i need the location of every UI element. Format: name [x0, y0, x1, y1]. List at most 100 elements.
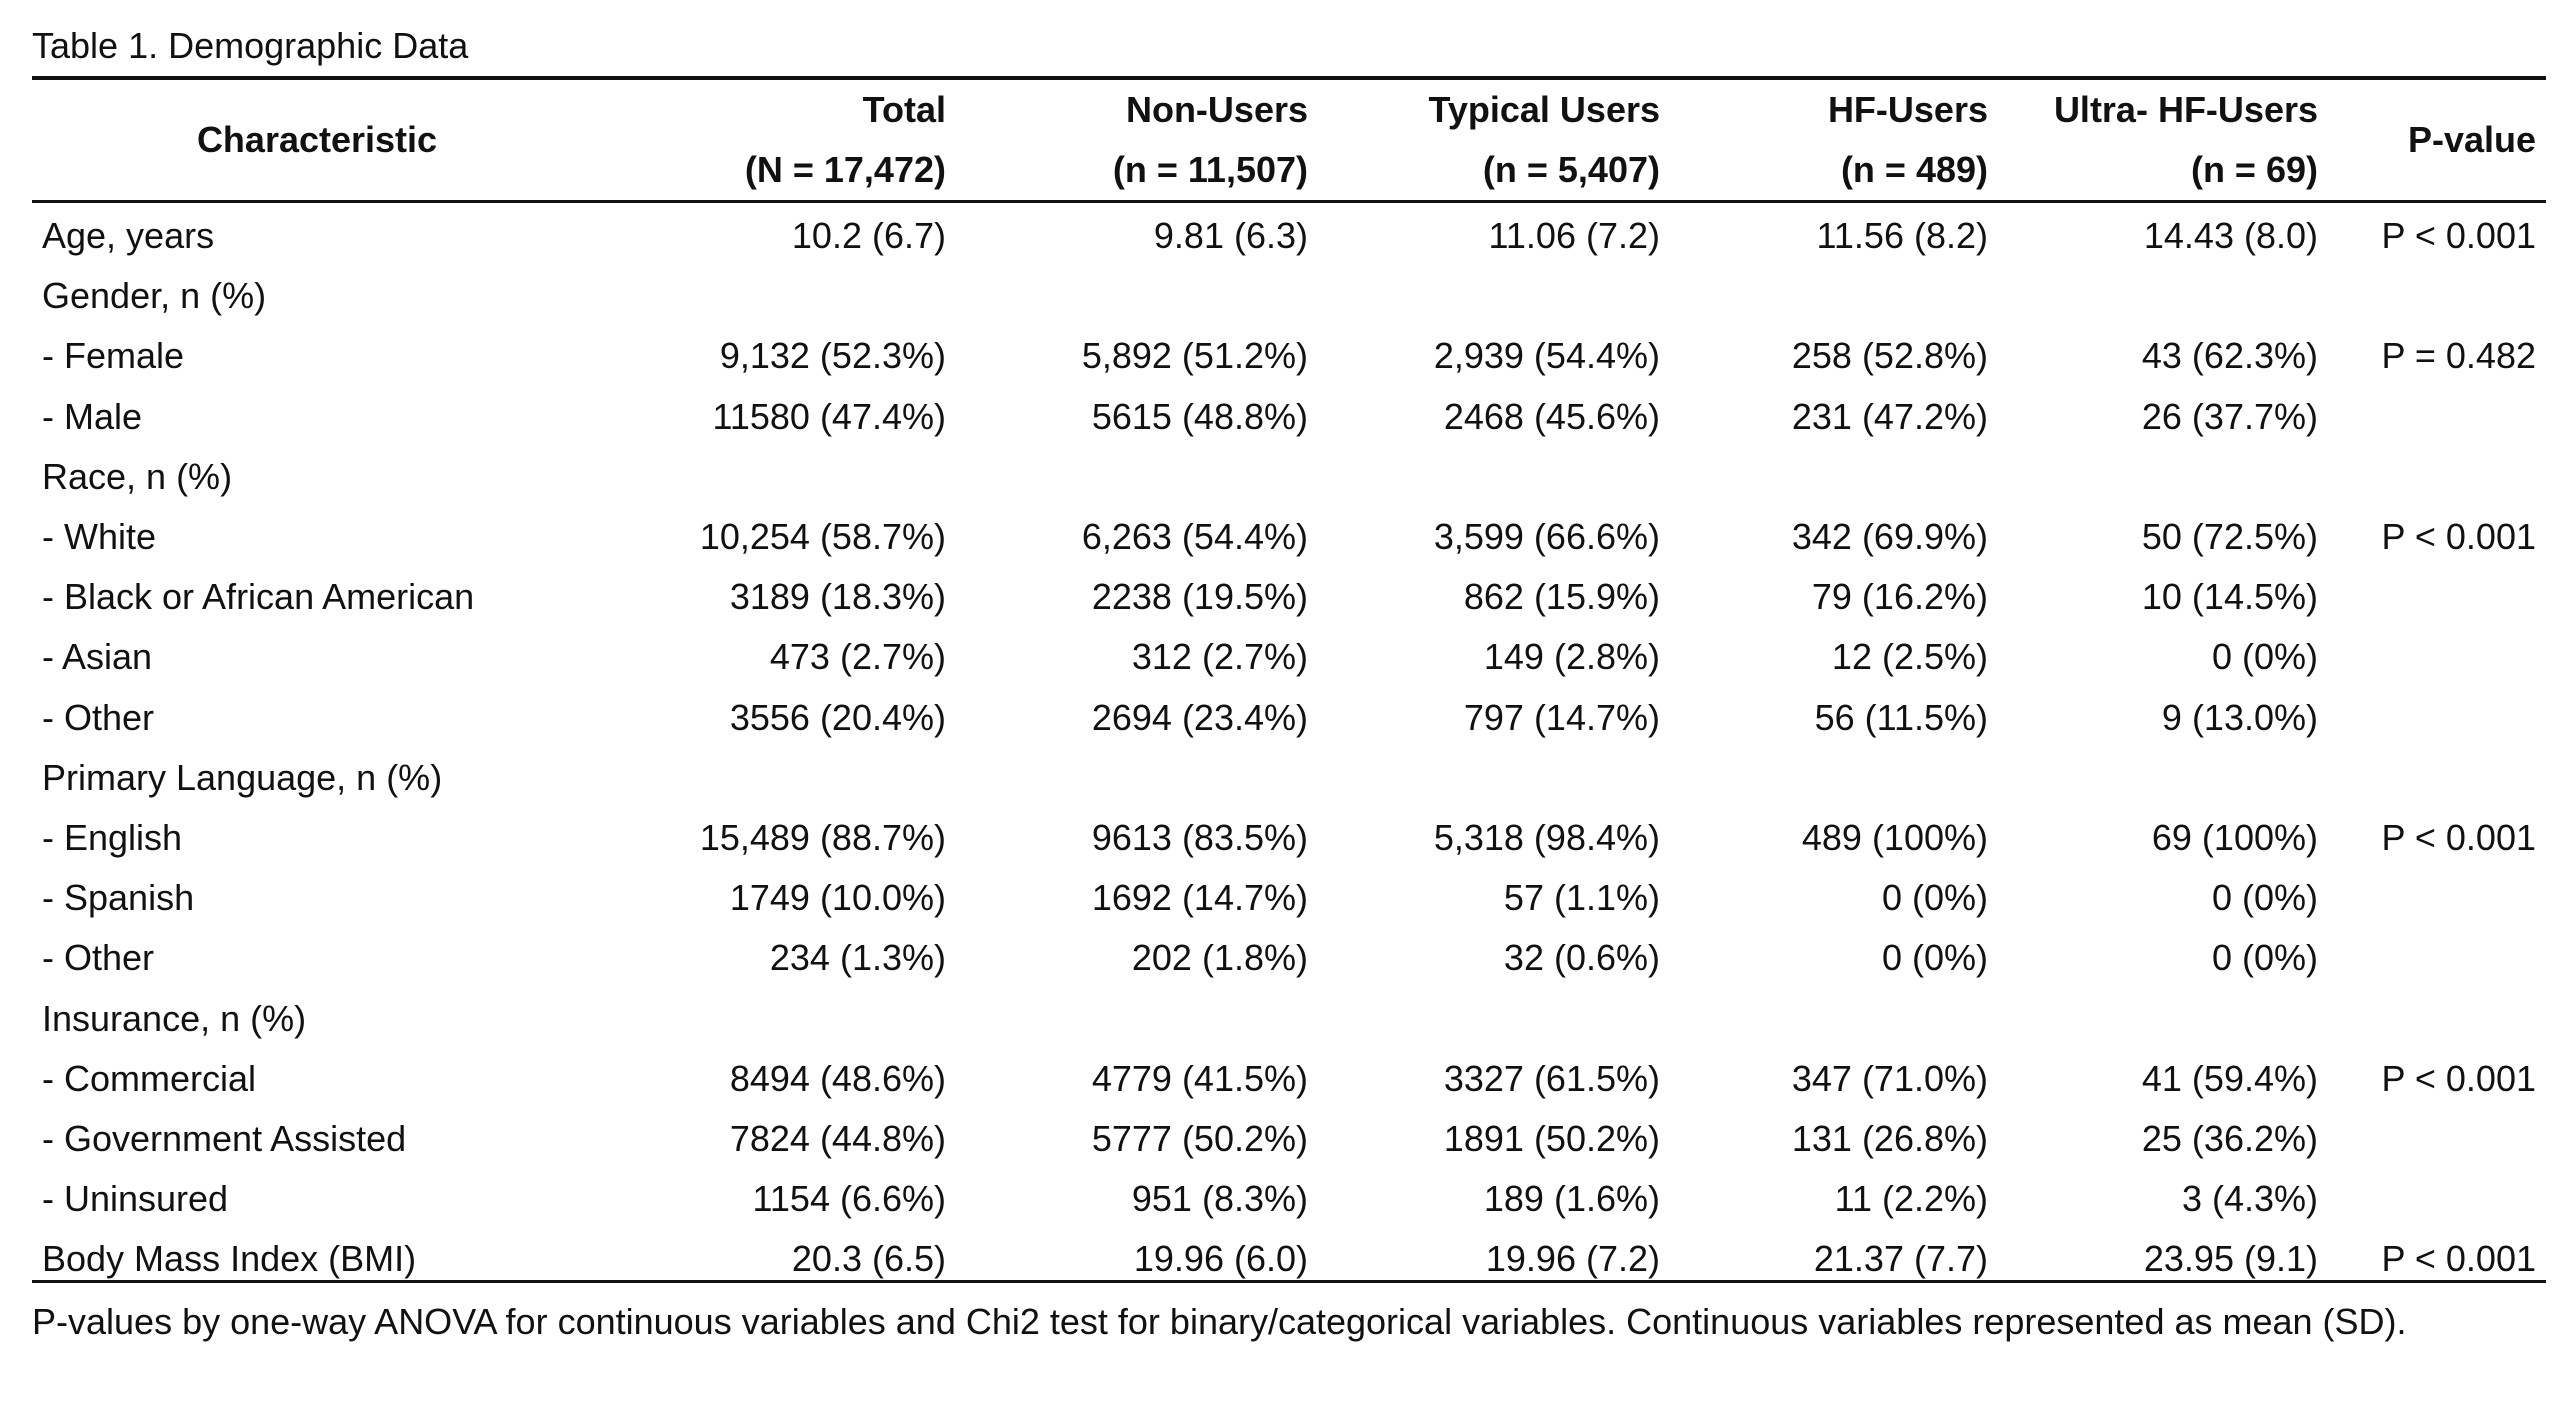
- cell-hf-users: 489 (100%): [1801, 817, 1988, 858]
- table-row: Age, years 10.2 (6.7) 9.81 (6.3) 11.06 (7.2…: [32, 206, 2546, 266]
- table-row: - Spanish 1749 (10.0%) 1692 (14.7%) 57 (1.1…: [32, 868, 2546, 928]
- cell-hf-users: 258 (52.8%): [1791, 335, 1988, 377]
- cell-total: 3189 (18.3%): [729, 576, 946, 618]
- table-row: Gender, n (%): [32, 266, 2546, 326]
- cell-typical-users: 57 (1.1%): [1503, 877, 1660, 919]
- cell-total: 20.3 (6.5): [791, 1238, 946, 1280]
- cell-typical-users: 862 (15.9%): [1463, 576, 1660, 618]
- cell-hf-users: 11.56 (8.2): [1816, 215, 1988, 256]
- cell-ultra-hf-users: 0 (0%): [2211, 877, 2318, 919]
- cell-total: 1154 (6.6%): [752, 1178, 946, 1220]
- cell-characteristic: - English: [42, 817, 183, 858]
- header-total-label: Total: [862, 89, 946, 130]
- header-typical-users-label: Typical Users: [1428, 89, 1660, 130]
- cell-hf-users: 56 (11.5%): [1814, 696, 1988, 738]
- table-row: - Other 234 (1.3%) 202 (1.8%) 32 (0.6%) 0 (0…: [32, 928, 2546, 988]
- table-row: - Male 11580 (47.4%) 5615 (48.8%) 2468 (45.…: [32, 387, 2546, 447]
- cell-characteristic: - Uninsured: [42, 1178, 229, 1220]
- cell-total: 8494 (48.6%): [729, 1057, 946, 1099]
- table-row: - Other 3556 (20.4%) 2694 (23.4%) 797 (14.7…: [32, 688, 2546, 748]
- cell-total: 10.2 (6.7): [791, 215, 946, 256]
- cell-characteristic: Age, years: [42, 215, 215, 256]
- cell-p-value: P < 0.001: [2381, 516, 2536, 557]
- cell-ultra-hf-users: 26 (37.7%): [2141, 395, 2318, 437]
- cell-non-users: 4779 (41.5%): [1091, 1057, 1308, 1099]
- cell-p-value: P < 0.001: [2381, 215, 2536, 256]
- cell-p-value: P = 0.482: [2381, 335, 2536, 377]
- header-ultra-hf-users-label: Ultra- HF-Users: [2053, 89, 2318, 130]
- cell-ultra-hf-users: 14.43 (8.0): [2143, 215, 2318, 256]
- cell-ultra-hf-users: 69 (100%): [2151, 817, 2318, 858]
- table-row: - Female 9,132 (52.3%) 5,892 (51.2%) 2,939 …: [32, 326, 2546, 386]
- cell-ultra-hf-users: 43 (62.3%): [2141, 335, 2318, 377]
- table-footnote: P-values by one-way ANOVA for continuous…: [32, 1301, 2407, 1342]
- table-row: - Government Assisted 7824 (44.8%) 5777 (5…: [32, 1109, 2546, 1169]
- cell-characteristic: - Male: [42, 395, 143, 437]
- cell-total: 3556 (20.4%): [729, 696, 946, 738]
- cell-characteristic: - Commercial: [42, 1057, 257, 1099]
- cell-hf-users: 11 (2.2%): [1834, 1178, 1988, 1220]
- cell-characteristic: - Other: [42, 937, 155, 979]
- cell-non-users: 6,263 (54.4%): [1081, 516, 1308, 557]
- cell-p-value: P < 0.001: [2381, 1057, 2536, 1099]
- cell-non-users: 9.81 (6.3): [1153, 215, 1308, 256]
- header-non-users-n: (n = 11,507): [1112, 149, 1308, 190]
- cell-non-users: 2694 (23.4%): [1091, 696, 1308, 738]
- cell-ultra-hf-users: 25 (36.2%): [2141, 1118, 2318, 1159]
- cell-characteristic: Insurance, n (%): [42, 997, 307, 1039]
- cell-ultra-hf-users: 10 (14.5%): [2141, 576, 2318, 618]
- cell-characteristic: Primary Language, n (%): [42, 756, 443, 798]
- table-caption: Table 1. Demographic Data: [32, 25, 469, 66]
- table-row: - English 15,489 (88.7%) 9613 (83.5%) 5,318…: [32, 808, 2546, 868]
- header-p-value: P-value: [2408, 110, 2536, 170]
- cell-non-users: 5,892 (51.2%): [1081, 335, 1308, 377]
- cell-non-users: 9613 (83.5%): [1091, 817, 1308, 858]
- bottom-rule: [32, 1280, 2546, 1283]
- cell-hf-users: 231 (47.2%): [1791, 395, 1988, 437]
- header-hf-users-n: (n = 489): [1840, 149, 1988, 190]
- table-row: Primary Language, n (%): [32, 748, 2546, 808]
- cell-non-users: 19.96 (6.0): [1133, 1238, 1308, 1280]
- table-row: - Black or African American 3189 (18.3%) 2…: [32, 567, 2546, 627]
- cell-ultra-hf-users: 50 (72.5%): [2141, 516, 2318, 557]
- cell-non-users: 5615 (48.8%): [1091, 395, 1308, 437]
- cell-typical-users: 19.96 (7.2): [1485, 1238, 1660, 1280]
- cell-ultra-hf-users: 9 (13.0%): [2161, 696, 2318, 738]
- cell-non-users: 5777 (50.2%): [1091, 1118, 1308, 1159]
- cell-non-users: 2238 (19.5%): [1091, 576, 1308, 618]
- cell-ultra-hf-users: 23.95 (9.1): [2143, 1238, 2318, 1280]
- cell-characteristic: - Black or African American: [42, 576, 475, 618]
- cell-characteristic: - Female: [42, 335, 185, 377]
- cell-typical-users: 3327 (61.5%): [1443, 1057, 1660, 1099]
- header-total-n: (N = 17,472): [744, 149, 946, 190]
- header-hf-users-label: HF-Users: [1827, 89, 1988, 130]
- cell-characteristic: - Other: [42, 696, 155, 738]
- cell-ultra-hf-users: 0 (0%): [2211, 636, 2318, 678]
- header-total: Total (N = 17,472): [745, 80, 946, 200]
- table-row: - Commercial 8494 (48.6%) 4779 (41.5%) 3327…: [32, 1049, 2546, 1109]
- cell-total: 11580 (47.4%): [712, 395, 947, 437]
- table-row: - Asian 473 (2.7%) 312 (2.7%) 149 (2.8%) 12 …: [32, 627, 2546, 687]
- header-non-users-label: Non-Users: [1125, 89, 1308, 130]
- cell-hf-users: 342 (69.9%): [1791, 516, 1988, 557]
- cell-typical-users: 2,939 (54.4%): [1433, 335, 1660, 377]
- header-ultra-hf-users: Ultra- HF-Users (n = 69): [2054, 80, 2318, 200]
- cell-hf-users: 0 (0%): [1881, 937, 1988, 979]
- cell-total: 10,254 (58.7%): [699, 516, 946, 557]
- table-row: - Uninsured 1154 (6.6%) 951 (8.3%) 189 (1.6…: [32, 1169, 2546, 1229]
- cell-characteristic: - Government Assisted: [42, 1118, 407, 1159]
- cell-ultra-hf-users: 3 (4.3%): [2181, 1178, 2318, 1220]
- cell-hf-users: 12 (2.5%): [1831, 636, 1988, 678]
- header-hf-users: HF-Users (n = 489): [1828, 80, 1988, 200]
- cell-typical-users: 2468 (45.6%): [1443, 395, 1660, 437]
- cell-typical-users: 1891 (50.2%): [1443, 1118, 1660, 1159]
- cell-ultra-hf-users: 0 (0%): [2211, 937, 2318, 979]
- cell-characteristic: - Asian: [42, 636, 153, 678]
- cell-hf-users: 131 (26.8%): [1791, 1118, 1988, 1159]
- cell-total: 234 (1.3%): [769, 937, 946, 979]
- cell-total: 9,132 (52.3%): [719, 335, 946, 377]
- header-ultra-hf-users-n: (n = 69): [2190, 149, 2318, 190]
- cell-typical-users: 11.06 (7.2): [1488, 215, 1660, 256]
- cell-total: 1749 (10.0%): [729, 877, 946, 919]
- cell-typical-users: 32 (0.6%): [1503, 937, 1660, 979]
